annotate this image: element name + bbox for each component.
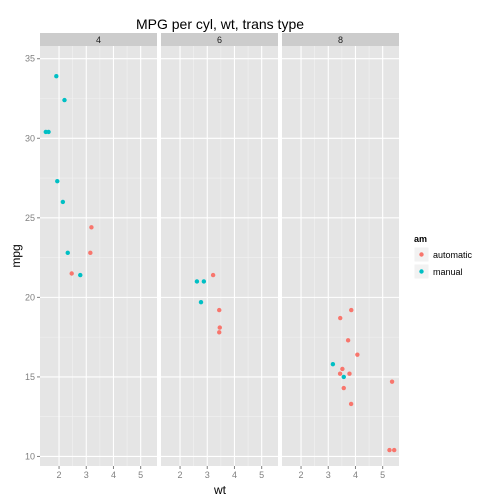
x-tick-label: 5 — [259, 470, 264, 480]
data-point-automatic — [210, 272, 216, 278]
data-point-manual — [330, 361, 336, 367]
data-point-automatic — [355, 352, 360, 357]
x-tick-label: 5 — [138, 470, 143, 480]
facet-panels: 4 6 8 — [40, 33, 399, 466]
facet-strip-label: 4 — [96, 35, 101, 45]
data-point-automatic — [392, 447, 397, 453]
y-axis-label: mpg — [9, 244, 23, 267]
x-tick-label: 5 — [380, 470, 385, 480]
x-axis: 2 3 4 5 2 3 4 5 2 3 4 5 — [57, 466, 385, 480]
chart-title: MPG per cyl, wt, trans type — [136, 16, 304, 32]
x-tick-label: 2 — [178, 470, 183, 480]
data-point-manual — [60, 199, 66, 205]
x-tick-label: 4 — [111, 470, 116, 480]
facet-panel-8: 8 — [282, 33, 399, 466]
facet-strip — [161, 33, 278, 46]
data-point-automatic — [348, 401, 354, 407]
data-point-automatic — [337, 371, 343, 376]
data-point-automatic — [345, 338, 351, 343]
data-point-automatic — [217, 325, 222, 330]
panel-background — [161, 46, 278, 466]
y-axis: 10 15 20 25 30 35 — [25, 54, 40, 461]
y-tick-label: 35 — [25, 54, 35, 64]
data-point-automatic — [387, 447, 392, 453]
data-point-manual — [201, 279, 207, 284]
x-tick-label: 4 — [353, 470, 358, 480]
data-point-automatic — [349, 307, 354, 313]
data-point-manual — [54, 74, 59, 79]
y-tick-label: 25 — [25, 213, 35, 223]
data-point-manual — [65, 250, 70, 256]
data-point-manual — [55, 179, 60, 184]
panel-background — [282, 46, 399, 466]
x-tick-label: 3 — [84, 470, 89, 480]
y-tick-label: 20 — [25, 292, 35, 302]
y-tick-label: 15 — [25, 372, 35, 382]
facet-strip-label: 6 — [217, 35, 222, 45]
data-point-automatic — [88, 250, 93, 256]
facet-strip — [282, 33, 399, 46]
facet-panel-6: 6 — [161, 33, 278, 466]
y-tick-label: 30 — [25, 133, 35, 143]
data-point-manual — [78, 272, 83, 278]
data-point-manual — [43, 129, 48, 135]
legend-marker — [419, 269, 424, 274]
facet-panel-4: 4 — [40, 33, 157, 466]
x-tick-label: 2 — [299, 470, 304, 480]
data-point-automatic — [89, 225, 94, 230]
legend-marker — [419, 252, 424, 257]
legend-title: am — [414, 234, 427, 244]
x-axis-label: wt — [213, 483, 227, 497]
facet-strip-label: 8 — [338, 35, 343, 45]
x-tick-label: 3 — [205, 470, 210, 480]
data-point-automatic — [340, 366, 345, 372]
panel-background — [40, 46, 157, 466]
data-point-automatic — [341, 385, 346, 391]
data-point-automatic — [389, 379, 395, 384]
data-point-automatic — [69, 271, 74, 276]
legend: am automatic manual — [413, 234, 473, 280]
data-point-automatic — [217, 330, 222, 335]
facet-strip — [40, 33, 157, 46]
y-tick-label: 10 — [25, 451, 35, 461]
legend-label: automatic — [433, 250, 473, 260]
x-tick-label: 3 — [326, 470, 331, 480]
legend-label: manual — [433, 267, 463, 277]
data-point-automatic — [217, 307, 222, 313]
x-tick-label: 4 — [232, 470, 237, 480]
data-point-manual — [198, 299, 204, 305]
data-point-manual — [62, 97, 67, 103]
data-point-manual — [194, 279, 200, 284]
data-point-manual — [341, 374, 346, 380]
data-point-automatic — [347, 371, 352, 376]
legend-item-manual: manual — [413, 263, 463, 280]
legend-item-automatic: automatic — [413, 246, 473, 263]
x-tick-label: 2 — [57, 470, 62, 480]
data-point-automatic — [338, 315, 343, 321]
